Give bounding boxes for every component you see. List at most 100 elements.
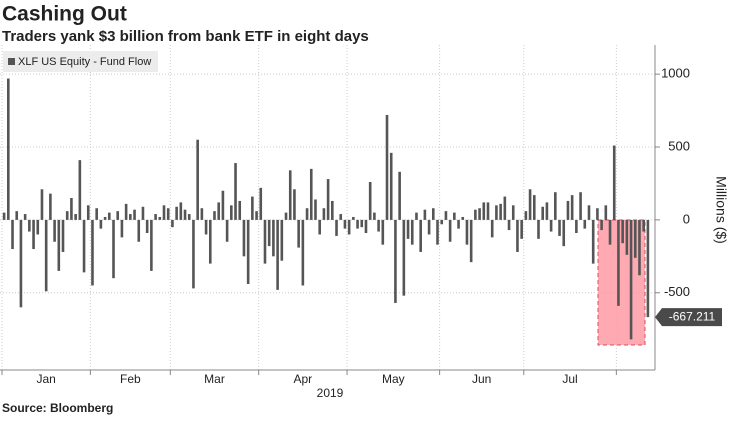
bar [524, 211, 528, 220]
bar [70, 198, 73, 220]
bar [150, 219, 153, 271]
bar [129, 214, 132, 220]
bar [44, 219, 48, 292]
bar [335, 219, 338, 236]
bar [221, 190, 225, 220]
bar [495, 205, 498, 220]
bar [255, 211, 258, 220]
bar [465, 219, 469, 245]
bar [213, 211, 216, 220]
bar [95, 208, 98, 220]
last-value-label: -667.211 [669, 309, 716, 323]
bar [272, 219, 275, 257]
bar [638, 219, 641, 276]
bar [406, 219, 410, 239]
bar [91, 219, 94, 286]
bar [154, 214, 157, 220]
bar [608, 219, 612, 245]
bar [352, 216, 355, 220]
bar [82, 219, 86, 273]
bar [516, 219, 519, 252]
bar [381, 219, 385, 245]
bar [604, 205, 608, 220]
bar [646, 219, 650, 318]
bar [583, 219, 587, 229]
bar [461, 216, 465, 220]
y-tick-label: 1000 [661, 66, 690, 81]
bar [474, 209, 477, 220]
x-tick-label: Mar [204, 372, 225, 386]
bar [591, 219, 595, 264]
bar [373, 212, 376, 220]
bar [293, 189, 296, 220]
bar [305, 208, 309, 220]
x-tick-label: May [382, 372, 405, 386]
bar [234, 163, 237, 220]
bar [196, 139, 199, 220]
bar [53, 219, 56, 242]
bar [415, 212, 418, 220]
bar [410, 219, 414, 245]
bar [541, 206, 545, 220]
bar [183, 209, 187, 220]
source: Source: Bloomberg [2, 401, 113, 415]
bar [192, 219, 195, 289]
bar [187, 214, 191, 220]
y-tick-label: 0 [683, 211, 690, 226]
bar [625, 219, 629, 255]
bar [629, 219, 633, 340]
bar [347, 219, 351, 235]
y-axis-label: Millions ($) [713, 176, 729, 244]
bar [360, 219, 364, 228]
bar [61, 219, 65, 252]
bar [137, 219, 141, 242]
bar [558, 219, 561, 236]
last-value-tag [655, 308, 722, 327]
bar [633, 219, 637, 258]
bar [200, 208, 204, 220]
bar [301, 219, 305, 286]
chart-subtitle: Traders yank $3 billion from bank ETF in… [2, 28, 369, 45]
bar [364, 219, 368, 234]
bar [394, 219, 397, 303]
bar [242, 219, 246, 257]
bar [99, 219, 103, 229]
bar [309, 168, 313, 220]
bar [23, 214, 27, 220]
bar [267, 219, 271, 247]
bar [259, 187, 263, 220]
bar [175, 206, 178, 220]
bar [431, 208, 435, 220]
bar [448, 219, 452, 242]
bar [368, 181, 372, 220]
bar [511, 205, 515, 220]
bar [65, 211, 69, 220]
bar [133, 209, 136, 220]
bar [103, 216, 107, 220]
bar [600, 219, 603, 231]
bar [28, 219, 31, 232]
legend [3, 51, 158, 72]
bar [15, 211, 19, 220]
bar [554, 192, 557, 220]
bar [440, 219, 444, 225]
bar [2, 212, 6, 220]
legend-label: XLF US Equity - Fund Flow [18, 56, 151, 68]
bar [570, 195, 574, 220]
bar [532, 195, 536, 220]
bar [562, 219, 566, 247]
bar [537, 219, 540, 239]
bar [402, 219, 406, 296]
bar [490, 219, 494, 238]
x-tick-label: Jan [37, 372, 56, 386]
bar [469, 219, 473, 263]
bar [612, 145, 616, 220]
bar [217, 202, 221, 220]
bar [356, 219, 359, 229]
bar [162, 205, 166, 220]
bar [385, 114, 389, 220]
bar [124, 203, 128, 220]
bar [520, 219, 523, 239]
bar [145, 219, 149, 234]
